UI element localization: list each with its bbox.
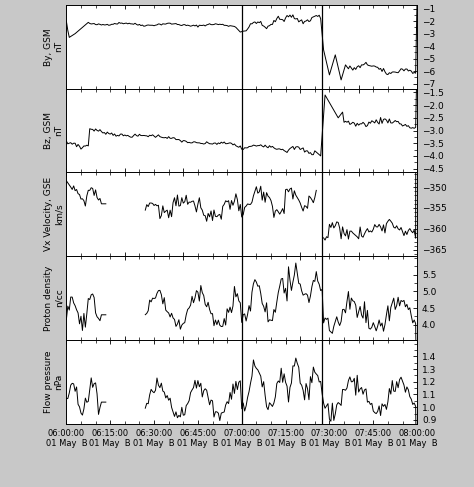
Y-axis label: Vx Velocity, GSE
km/s: Vx Velocity, GSE km/s (44, 177, 64, 251)
Y-axis label: By, GSM
nT: By, GSM nT (44, 28, 64, 66)
Y-axis label: Bz, GSM
nT: Bz, GSM nT (44, 112, 64, 149)
Y-axis label: Proton density
n/cc: Proton density n/cc (44, 265, 64, 331)
Y-axis label: Flow pressure
nPa: Flow pressure nPa (44, 351, 64, 413)
